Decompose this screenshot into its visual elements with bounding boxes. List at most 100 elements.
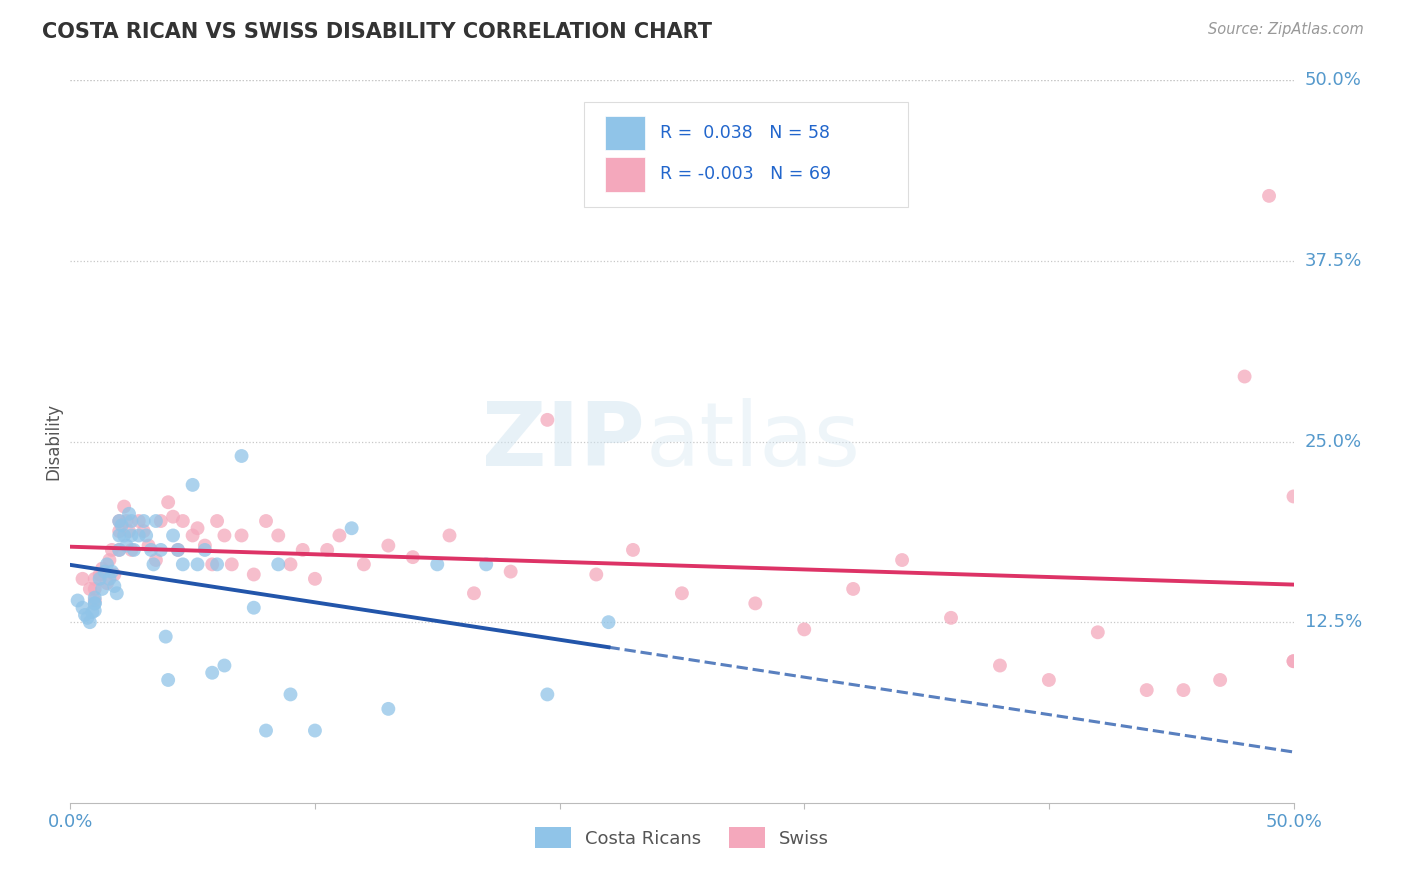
Point bbox=[149, 514, 172, 528]
Legend: Costa Ricans, Swiss: Costa Ricans, Swiss bbox=[527, 820, 837, 855]
FancyBboxPatch shape bbox=[605, 116, 645, 151]
Text: 12.5%: 12.5% bbox=[1305, 613, 1362, 632]
Point bbox=[76, 611, 98, 625]
FancyBboxPatch shape bbox=[605, 157, 645, 192]
Point bbox=[340, 521, 363, 535]
Text: ZIP: ZIP bbox=[482, 398, 645, 485]
Point bbox=[475, 558, 498, 572]
Point bbox=[891, 553, 914, 567]
Point bbox=[254, 514, 277, 528]
Point bbox=[83, 591, 105, 605]
Point bbox=[83, 572, 105, 586]
Point bbox=[205, 558, 228, 572]
Point bbox=[73, 607, 96, 622]
Point bbox=[621, 542, 644, 557]
Point bbox=[1136, 683, 1159, 698]
Point bbox=[98, 572, 121, 586]
Point bbox=[115, 539, 138, 553]
Point bbox=[149, 542, 172, 557]
Point bbox=[243, 567, 266, 582]
Point bbox=[585, 567, 607, 582]
Point bbox=[108, 524, 131, 538]
Point bbox=[111, 518, 134, 533]
Point bbox=[221, 558, 243, 572]
Point bbox=[83, 596, 105, 610]
Text: Source: ZipAtlas.com: Source: ZipAtlas.com bbox=[1208, 22, 1364, 37]
Point bbox=[243, 600, 266, 615]
Point bbox=[988, 658, 1011, 673]
Point bbox=[115, 514, 138, 528]
Point bbox=[463, 586, 485, 600]
Point bbox=[89, 567, 111, 582]
Point bbox=[205, 514, 228, 528]
Point bbox=[186, 521, 208, 535]
Y-axis label: Disability: Disability bbox=[44, 403, 62, 480]
Point bbox=[1282, 654, 1305, 668]
Point bbox=[842, 582, 865, 596]
Point bbox=[439, 528, 461, 542]
Point bbox=[280, 558, 302, 572]
Point bbox=[201, 558, 224, 572]
Point bbox=[96, 558, 118, 572]
Point bbox=[304, 723, 326, 738]
Point bbox=[201, 665, 224, 680]
Point bbox=[112, 528, 135, 542]
Point bbox=[83, 596, 105, 610]
Point bbox=[91, 562, 114, 576]
Point bbox=[167, 542, 190, 557]
Point bbox=[79, 582, 101, 596]
Point bbox=[167, 542, 190, 557]
Point bbox=[139, 542, 162, 557]
Text: R = -0.003   N = 69: R = -0.003 N = 69 bbox=[659, 165, 831, 183]
Point bbox=[267, 528, 290, 542]
Point bbox=[142, 558, 165, 572]
Text: 25.0%: 25.0% bbox=[1305, 433, 1362, 450]
Point bbox=[499, 565, 522, 579]
Point bbox=[328, 528, 350, 542]
Text: 50.0%: 50.0% bbox=[1305, 71, 1361, 89]
Point bbox=[157, 495, 180, 509]
Point bbox=[135, 528, 157, 542]
Point bbox=[231, 528, 253, 542]
Point bbox=[214, 658, 236, 673]
Point bbox=[145, 514, 167, 528]
Point bbox=[536, 687, 558, 701]
Point bbox=[793, 623, 815, 637]
Point bbox=[1173, 683, 1195, 698]
Point bbox=[89, 572, 111, 586]
Point bbox=[181, 478, 204, 492]
Text: R =  0.038   N = 58: R = 0.038 N = 58 bbox=[659, 124, 830, 142]
Point bbox=[93, 565, 115, 579]
Point bbox=[83, 604, 105, 618]
Point bbox=[162, 528, 184, 542]
Point bbox=[122, 542, 145, 557]
Point bbox=[1038, 673, 1060, 687]
Point bbox=[128, 528, 150, 542]
Point bbox=[194, 539, 217, 553]
Point bbox=[1258, 189, 1281, 203]
Point bbox=[162, 509, 184, 524]
Point bbox=[98, 553, 121, 567]
Point bbox=[108, 514, 131, 528]
Point bbox=[83, 593, 105, 607]
Point bbox=[101, 565, 124, 579]
Point bbox=[121, 514, 143, 528]
Point bbox=[132, 514, 155, 528]
Point bbox=[121, 542, 143, 557]
Point bbox=[105, 586, 128, 600]
Point bbox=[316, 542, 339, 557]
Point bbox=[103, 567, 125, 582]
Point bbox=[1282, 654, 1305, 668]
Point bbox=[939, 611, 962, 625]
Point bbox=[96, 576, 118, 591]
Point bbox=[138, 539, 160, 553]
Point bbox=[79, 615, 101, 630]
Point bbox=[108, 542, 131, 557]
Point bbox=[186, 558, 208, 572]
Point bbox=[304, 572, 326, 586]
Point bbox=[377, 539, 399, 553]
Point bbox=[112, 500, 135, 514]
Point bbox=[254, 723, 277, 738]
Point bbox=[103, 579, 125, 593]
Point bbox=[108, 514, 131, 528]
